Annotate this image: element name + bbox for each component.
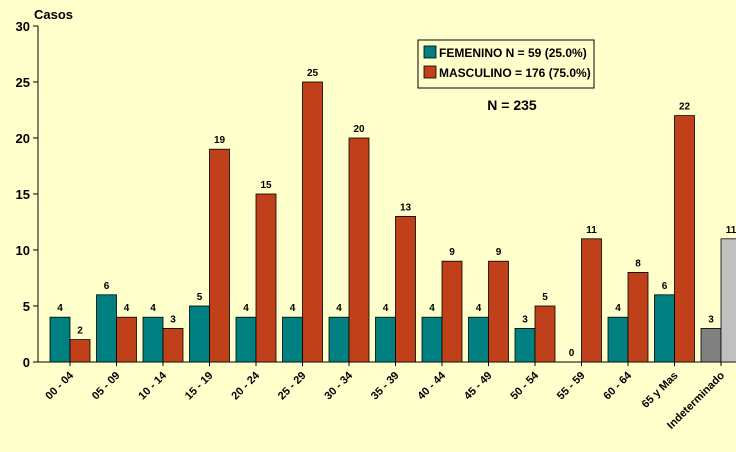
bar xyxy=(654,294,675,363)
legend-swatch xyxy=(423,65,437,79)
x-tick-label: 60 - 64 xyxy=(601,369,634,402)
bar xyxy=(468,316,489,363)
bar xyxy=(488,260,509,363)
bar xyxy=(581,238,602,363)
x-tick-label: 55 - 59 xyxy=(555,370,588,403)
value-label: 13 xyxy=(400,202,412,213)
legend-box xyxy=(417,39,595,89)
annotation: N = 235 xyxy=(487,97,537,113)
x-tick-label: 05 - 09 xyxy=(90,370,123,403)
bar xyxy=(607,316,629,363)
y-tick-label: 25 xyxy=(16,75,30,90)
x-tick-label: 65 y Mas xyxy=(640,370,681,411)
value-label: 6 xyxy=(662,281,668,292)
value-label: 22 xyxy=(679,102,691,113)
bar xyxy=(49,316,71,363)
value-label: 4 xyxy=(290,303,296,314)
value-label: 3 xyxy=(170,314,176,325)
bar xyxy=(441,260,463,363)
x-tick-label: 40 - 44 xyxy=(415,369,448,402)
x-tick-label: 30 - 34 xyxy=(322,369,355,402)
bar xyxy=(421,316,443,363)
x-tick-label: 45 - 49 xyxy=(462,370,495,403)
bar xyxy=(514,327,536,363)
value-label: 4 xyxy=(124,303,130,314)
value-label: 9 xyxy=(496,247,502,258)
value-label: 11 xyxy=(726,225,736,236)
legend-label: MASCULINO = 176 (75.0%) xyxy=(439,66,591,80)
value-label: 5 xyxy=(197,292,203,303)
bar xyxy=(700,327,722,363)
x-tick-label: 00 - 04 xyxy=(43,369,76,402)
legend-swatch xyxy=(423,45,437,59)
value-label: 3 xyxy=(708,314,714,325)
bar xyxy=(395,215,416,363)
value-label: 19 xyxy=(214,135,226,146)
legend-label: FEMENINO N = 59 (25.0%) xyxy=(439,46,587,60)
bar xyxy=(674,115,695,363)
value-label: 4 xyxy=(150,303,156,314)
y-axis-label: Casos xyxy=(34,7,73,22)
value-label: 6 xyxy=(104,281,110,292)
x-tick-label: 35 - 39 xyxy=(369,370,402,403)
bar xyxy=(720,238,736,363)
x-tick-label: 15 - 19 xyxy=(183,370,216,403)
value-label: 0 xyxy=(569,348,575,359)
value-label: 4 xyxy=(336,303,342,314)
value-label: 2 xyxy=(77,326,83,337)
value-label: 4 xyxy=(429,303,435,314)
y-tick-label: 5 xyxy=(23,299,30,314)
bar xyxy=(69,339,91,363)
bar xyxy=(627,271,649,363)
value-label: 4 xyxy=(57,303,63,314)
bar xyxy=(116,316,137,363)
y-tick-label: 30 xyxy=(16,19,30,34)
value-label: 4 xyxy=(615,303,621,314)
bar xyxy=(255,193,277,363)
x-tick-label: 20 - 24 xyxy=(229,369,262,402)
bar xyxy=(235,316,257,363)
bar xyxy=(189,305,210,363)
bar xyxy=(209,148,230,363)
y-tick-label: 15 xyxy=(16,187,30,202)
bar xyxy=(375,316,396,363)
y-tick-label: 10 xyxy=(16,243,30,258)
bar xyxy=(348,137,370,363)
bar xyxy=(328,316,350,363)
bar xyxy=(162,327,184,363)
value-label: 4 xyxy=(476,303,482,314)
value-label: 8 xyxy=(635,258,641,269)
value-label: 4 xyxy=(243,303,249,314)
bar xyxy=(142,316,164,363)
value-label: 20 xyxy=(353,124,365,135)
value-label: 5 xyxy=(542,292,548,303)
y-tick-label: 20 xyxy=(16,131,30,146)
x-tick-label: 10 - 14 xyxy=(136,369,169,402)
bar xyxy=(96,294,117,363)
value-label: 9 xyxy=(449,247,455,258)
bar xyxy=(302,81,323,363)
value-label: 25 xyxy=(307,68,319,79)
value-label: 3 xyxy=(522,314,528,325)
value-label: 11 xyxy=(586,225,597,236)
bar xyxy=(534,305,556,363)
x-tick-label: 25 - 29 xyxy=(276,370,309,403)
x-tick-label: 50 - 54 xyxy=(508,369,541,402)
value-label: 15 xyxy=(260,180,272,191)
y-tick-label: 0 xyxy=(23,355,30,370)
bar xyxy=(282,316,303,363)
value-label: 4 xyxy=(383,303,389,314)
